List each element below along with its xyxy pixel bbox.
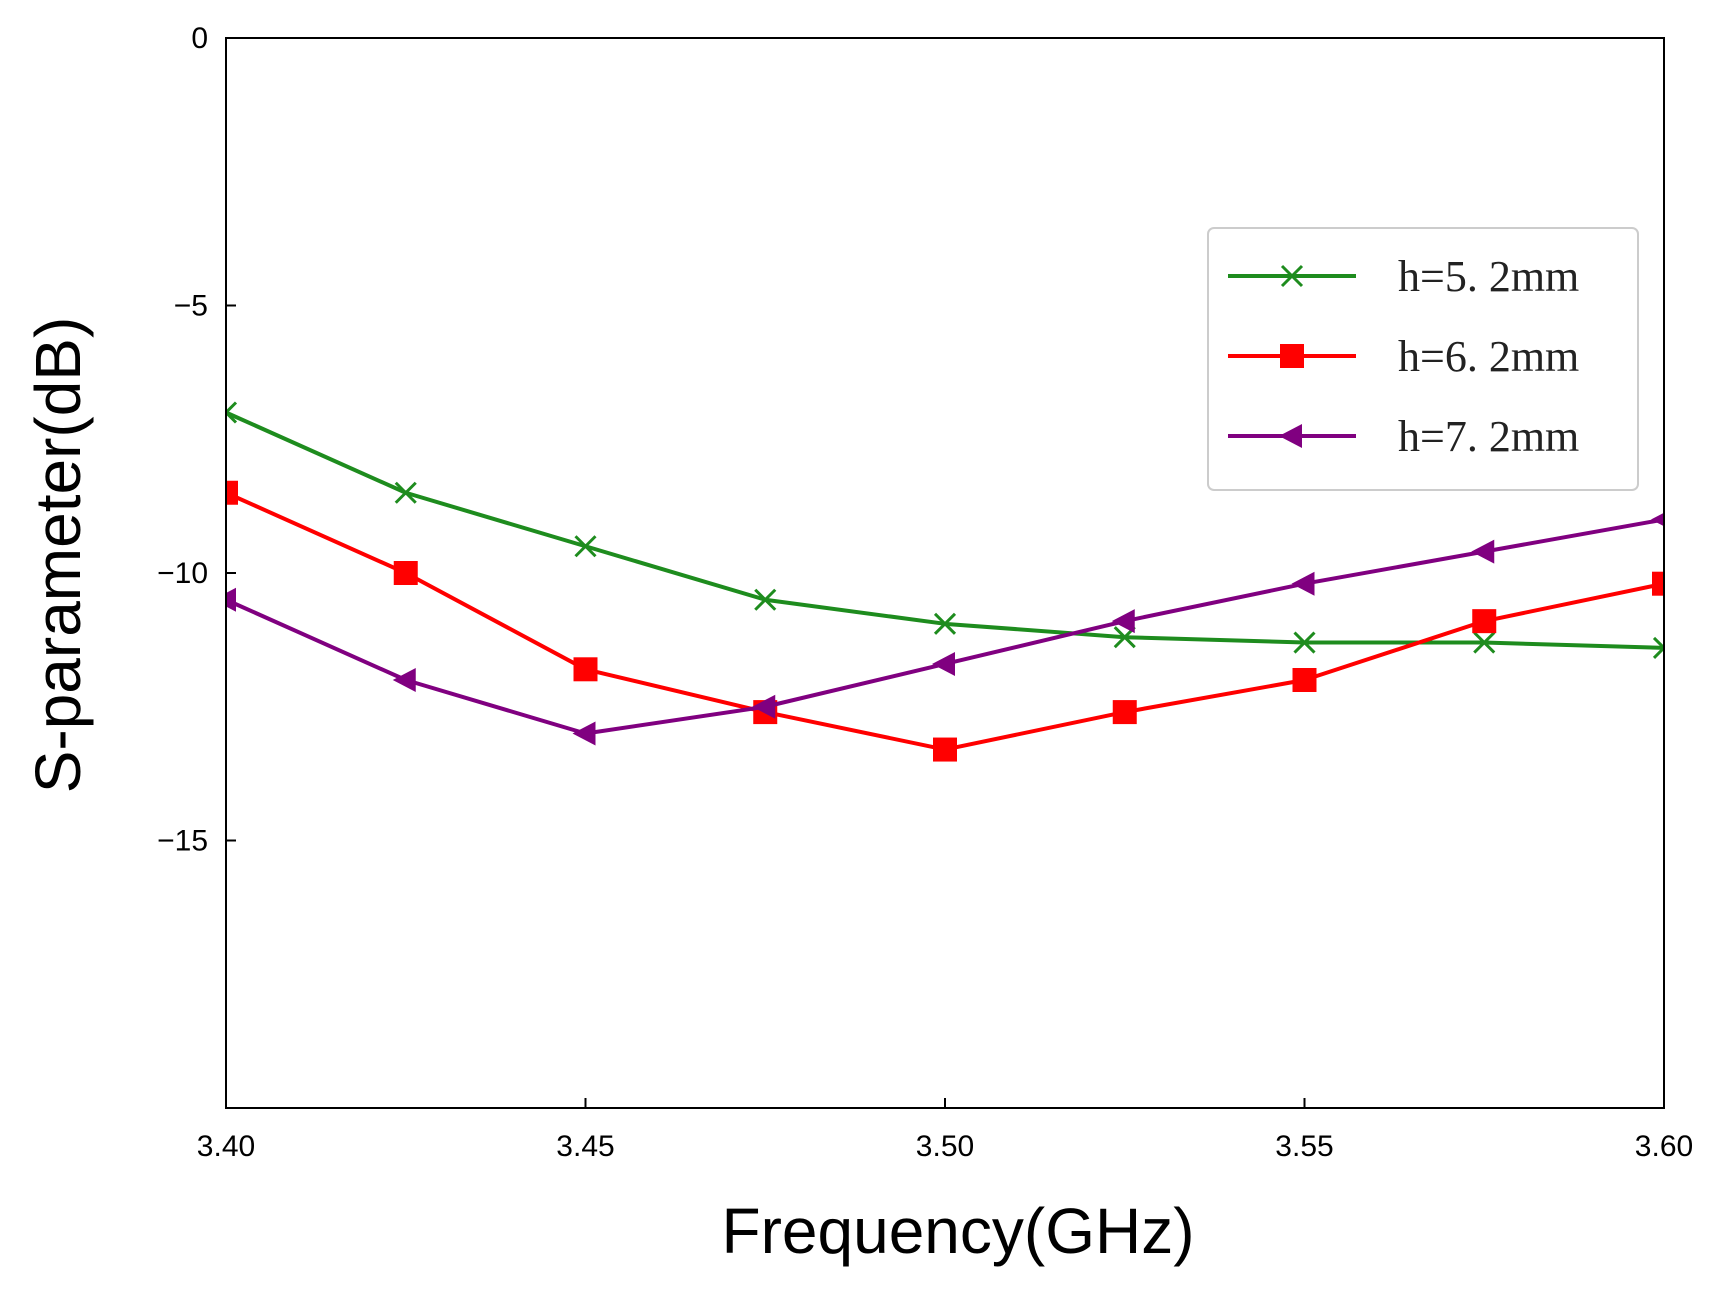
x-tick-label: 3.60: [1635, 1130, 1693, 1163]
x-tick-label: 3.40: [197, 1130, 255, 1163]
y-tick-label: −5: [174, 290, 208, 323]
legend-marker: [1279, 424, 1302, 448]
x-tick-label: 3.50: [916, 1130, 974, 1163]
legend-label: h=6. 2mm: [1398, 332, 1579, 381]
plot-series: [226, 401, 1664, 762]
axes: 3.40 3.45 3.50 3.55 3.60 0 −5 −10 −15: [157, 22, 1693, 1163]
data-point: [1112, 700, 1137, 725]
data-point: [1652, 636, 1664, 659]
x-tick-label: 3.55: [1275, 1130, 1333, 1163]
data-point: [1473, 631, 1496, 654]
data-point: [574, 535, 597, 558]
plot-area: [226, 401, 1664, 762]
data-point: [1111, 609, 1135, 634]
data-point: [573, 657, 598, 682]
x-axis-label: Frequency(GHz): [722, 1195, 1195, 1267]
data-point: [394, 481, 417, 504]
legend-box: [1207, 227, 1639, 491]
series-3: [226, 512, 1664, 746]
y-tick-label: −10: [157, 557, 208, 590]
y-tick-label: −15: [157, 825, 208, 858]
data-point: [392, 668, 416, 692]
data-point: [754, 588, 777, 611]
plot-frame: [225, 37, 1665, 1109]
data-point: [393, 561, 418, 585]
legend: h=5. 2mm h=6. 2mm h=7. 2mm: [1207, 227, 1639, 491]
data-point: [1651, 512, 1664, 527]
data-point: [1292, 668, 1317, 692]
legend-marker: [1280, 264, 1304, 288]
legend-marker: [1280, 344, 1304, 368]
data-point: [1291, 571, 1315, 596]
data-point: [1471, 539, 1495, 564]
data-point: [1652, 571, 1664, 596]
data-point: [226, 480, 238, 505]
legend-label: h=7. 2mm: [1398, 412, 1579, 461]
data-point: [932, 651, 955, 676]
y-axis-label: S-parameter(dB): [22, 317, 94, 794]
data-point: [572, 721, 596, 746]
data-point: [1293, 631, 1316, 654]
y-tick-label: 0: [191, 22, 208, 55]
data-point: [1472, 609, 1497, 634]
data-point: [933, 737, 957, 762]
x-tick-label: 3.45: [556, 1130, 614, 1163]
series-line: [226, 517, 1664, 736]
series-line: [226, 490, 1664, 752]
data-point: [226, 401, 238, 424]
legend-label: h=5. 2mm: [1398, 252, 1579, 301]
data-point: [933, 612, 957, 635]
series-2: [226, 480, 1664, 762]
data-point: [752, 694, 776, 719]
data-point: [226, 587, 236, 612]
